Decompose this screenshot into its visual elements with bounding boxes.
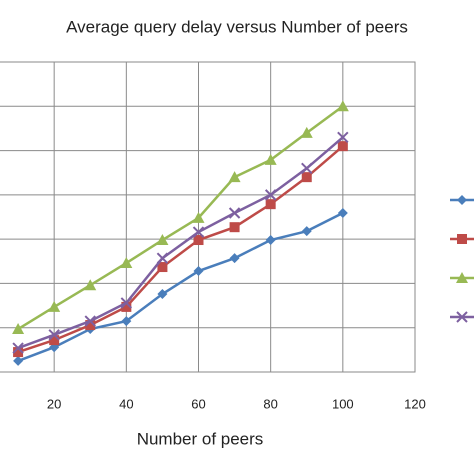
x-tick-label: 20 [47,396,61,411]
data-point [265,199,276,210]
x-axis-title: Number of peers [137,429,264,448]
legend-marker [457,195,467,205]
data-point [264,189,277,201]
data-point [193,235,204,246]
plot-border [0,61,416,373]
x-tick-label: 80 [263,396,277,411]
data-point [13,355,24,366]
data-point [156,252,169,264]
series-line [17,105,344,331]
x-tick-label: 120 [404,396,426,411]
data-point [192,226,205,238]
data-point [48,300,61,312]
data-point [337,141,348,152]
data-point [13,347,24,358]
data-point [336,100,349,112]
legend-marker [456,272,468,283]
legend-marker [457,234,467,244]
x-tick-label: 40 [119,396,133,411]
data-point [120,257,133,269]
data-point [229,253,240,264]
legend-marker [456,311,468,323]
series-line [17,145,344,354]
data-point [85,320,96,331]
data-point [265,235,276,246]
data-point [228,207,241,219]
x-tick-label: 100 [332,396,354,411]
data-point [84,315,96,327]
data-point [228,171,241,183]
data-point [337,131,349,143]
data-point [229,222,240,233]
data-point [49,335,60,346]
series-line [17,136,344,350]
data-point [156,234,169,246]
x-tick-label: 60 [191,396,205,411]
data-point [192,211,205,223]
data-point [12,342,24,354]
data-point [48,329,60,341]
data-point [301,162,313,174]
data-point [264,153,277,165]
data-point [337,208,348,219]
series-line [17,211,344,363]
data-point [157,262,168,273]
data-point [84,279,97,291]
chart-title: Average query delay versus Number of pee… [66,17,408,36]
data-point [12,323,25,335]
data-point [120,297,133,309]
data-point [157,289,168,300]
data-point [301,226,312,237]
data-point [121,316,132,327]
data-point [300,126,313,138]
data-point [301,172,312,183]
data-point [193,266,204,277]
data-point [121,301,132,312]
